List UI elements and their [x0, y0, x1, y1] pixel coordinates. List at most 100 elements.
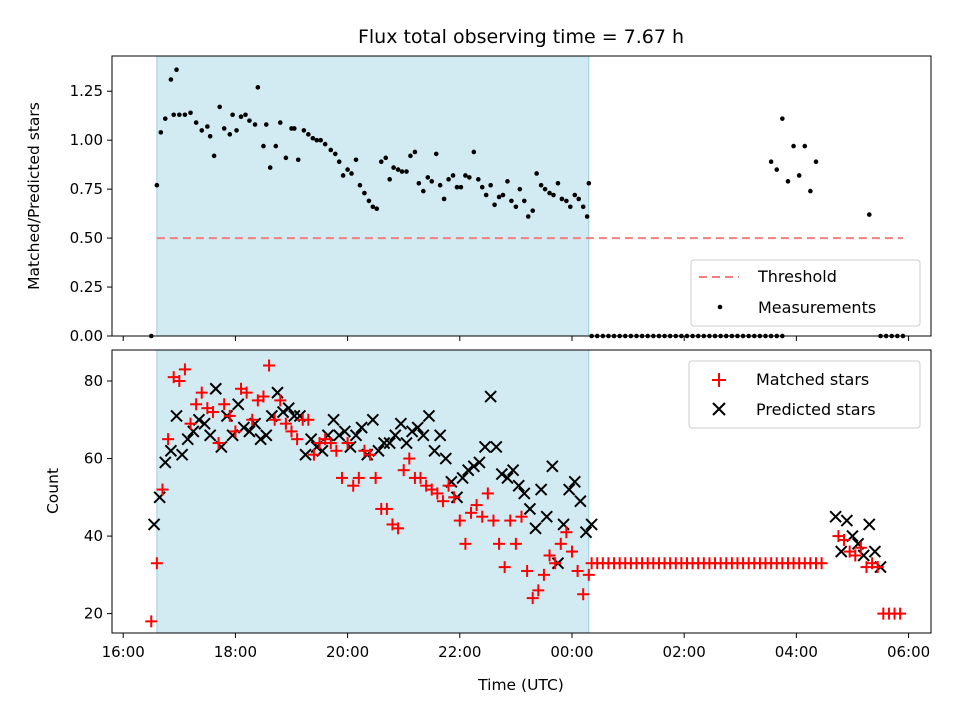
predicted-marker-b	[243, 425, 256, 438]
predicted-star-point	[433, 429, 447, 442]
measurement-point	[328, 147, 334, 153]
measurement-point	[542, 186, 548, 192]
predicted-star-point	[518, 487, 531, 500]
predicted-star-point	[512, 479, 525, 492]
measurement-point	[182, 112, 188, 118]
measurement-point	[509, 198, 514, 204]
predicted-marker-b	[394, 417, 408, 430]
measurement-point	[310, 135, 316, 141]
measurement-point	[450, 173, 456, 178]
measurement-point	[530, 208, 536, 213]
measurement-point	[349, 171, 354, 176]
predicted-marker-b	[518, 487, 531, 500]
measurement-point	[283, 155, 289, 161]
measurement-point	[488, 182, 493, 188]
bottom-y-tick-label: 80	[84, 372, 103, 390]
predicted-marker-b	[147, 518, 161, 531]
measurement-point	[353, 157, 359, 163]
measurement-point	[374, 206, 380, 212]
measurement-point	[314, 137, 320, 143]
predicted-marker-b	[534, 483, 548, 496]
measurement-point	[158, 130, 164, 135]
predicted-marker-b	[857, 549, 870, 562]
measurement-point	[332, 151, 338, 157]
measurement-point	[188, 110, 193, 116]
matched-star-point	[894, 607, 907, 620]
predicted-star-point	[473, 456, 486, 469]
legend-matched-label: Matched stars	[756, 370, 869, 389]
matched-star-point	[442, 479, 455, 492]
predicted-marker-b	[529, 522, 542, 535]
predicted-star-point	[868, 545, 882, 558]
predicted-marker-b	[377, 436, 391, 450]
predicted-marker-b	[439, 452, 452, 465]
measurement-point	[301, 128, 307, 133]
predicted-marker-b	[164, 444, 178, 458]
predicted-marker-b	[585, 518, 598, 531]
predicted-marker-b	[355, 421, 368, 434]
measurement-point	[345, 167, 350, 172]
predicted-marker-b	[389, 429, 402, 442]
measurement-point	[808, 188, 813, 194]
predicted-star-point	[835, 545, 848, 558]
matched-star-point	[397, 464, 410, 477]
predicted-marker-b	[170, 409, 183, 423]
predicted-marker-b	[304, 432, 318, 446]
predicted-star-point	[198, 417, 211, 430]
predicted-star-point	[495, 467, 509, 481]
matched-star-point	[459, 537, 472, 550]
measurement-point	[247, 118, 252, 123]
predicted-marker-b	[523, 502, 537, 516]
legend-measurements-label: Measurements	[758, 298, 876, 317]
predicted-marker-b	[248, 417, 262, 430]
measurement-point	[802, 143, 808, 149]
predicted-marker-b	[512, 479, 525, 492]
top-legend: Threshold Measurements	[690, 259, 921, 327]
legend-matched-swatch	[712, 373, 726, 387]
predicted-star-point	[417, 429, 430, 442]
predicted-star-point	[422, 409, 436, 423]
predicted-marker-b	[501, 471, 514, 485]
predicted-marker-b	[478, 440, 492, 454]
measurement-point	[378, 159, 384, 165]
measurement-point	[387, 177, 392, 182]
predicted-star-point	[574, 494, 587, 508]
measurement-point	[467, 175, 472, 180]
predicted-star-point	[829, 510, 842, 523]
bottom-plot-frame	[111, 349, 932, 634]
measurement-point	[580, 204, 586, 210]
predicted-marker-b	[868, 545, 882, 558]
top-legend-box	[690, 259, 921, 327]
predicted-star-point	[260, 429, 273, 442]
matched-star-point	[263, 359, 276, 372]
predicted-marker-b	[574, 494, 587, 508]
measurement-point	[785, 179, 791, 184]
predicted-marker-b	[232, 398, 245, 411]
top-x-ticks	[122, 336, 910, 341]
measurement-point	[768, 159, 774, 165]
measurement-point	[399, 169, 405, 174]
predicted-marker-b	[327, 413, 340, 426]
predicted-marker-b	[473, 456, 486, 469]
predicted-star-point	[175, 448, 189, 461]
predicted-marker-b	[198, 417, 211, 430]
measurement-point	[177, 112, 182, 118]
measurement-point	[446, 177, 451, 182]
matched-star-point	[509, 537, 522, 550]
predicted-star-point	[243, 425, 256, 438]
measurement-point	[513, 204, 519, 210]
top-y-axis-label: Matched/Predicted stars	[25, 102, 43, 290]
predicted-star-point	[332, 429, 346, 442]
measurement-point	[404, 169, 409, 174]
measurement-point	[306, 132, 311, 137]
x-tick-label: 02:00	[663, 643, 706, 661]
predicted-star-point	[439, 452, 452, 465]
measurement-point	[243, 112, 248, 118]
predicted-star-point	[203, 429, 217, 442]
top-y-tick-label: 0.00	[70, 327, 103, 345]
predicted-marker-b	[506, 463, 520, 477]
predicted-star-point	[276, 405, 290, 419]
predicted-marker-b	[840, 514, 854, 527]
matched-star-point	[341, 437, 354, 450]
